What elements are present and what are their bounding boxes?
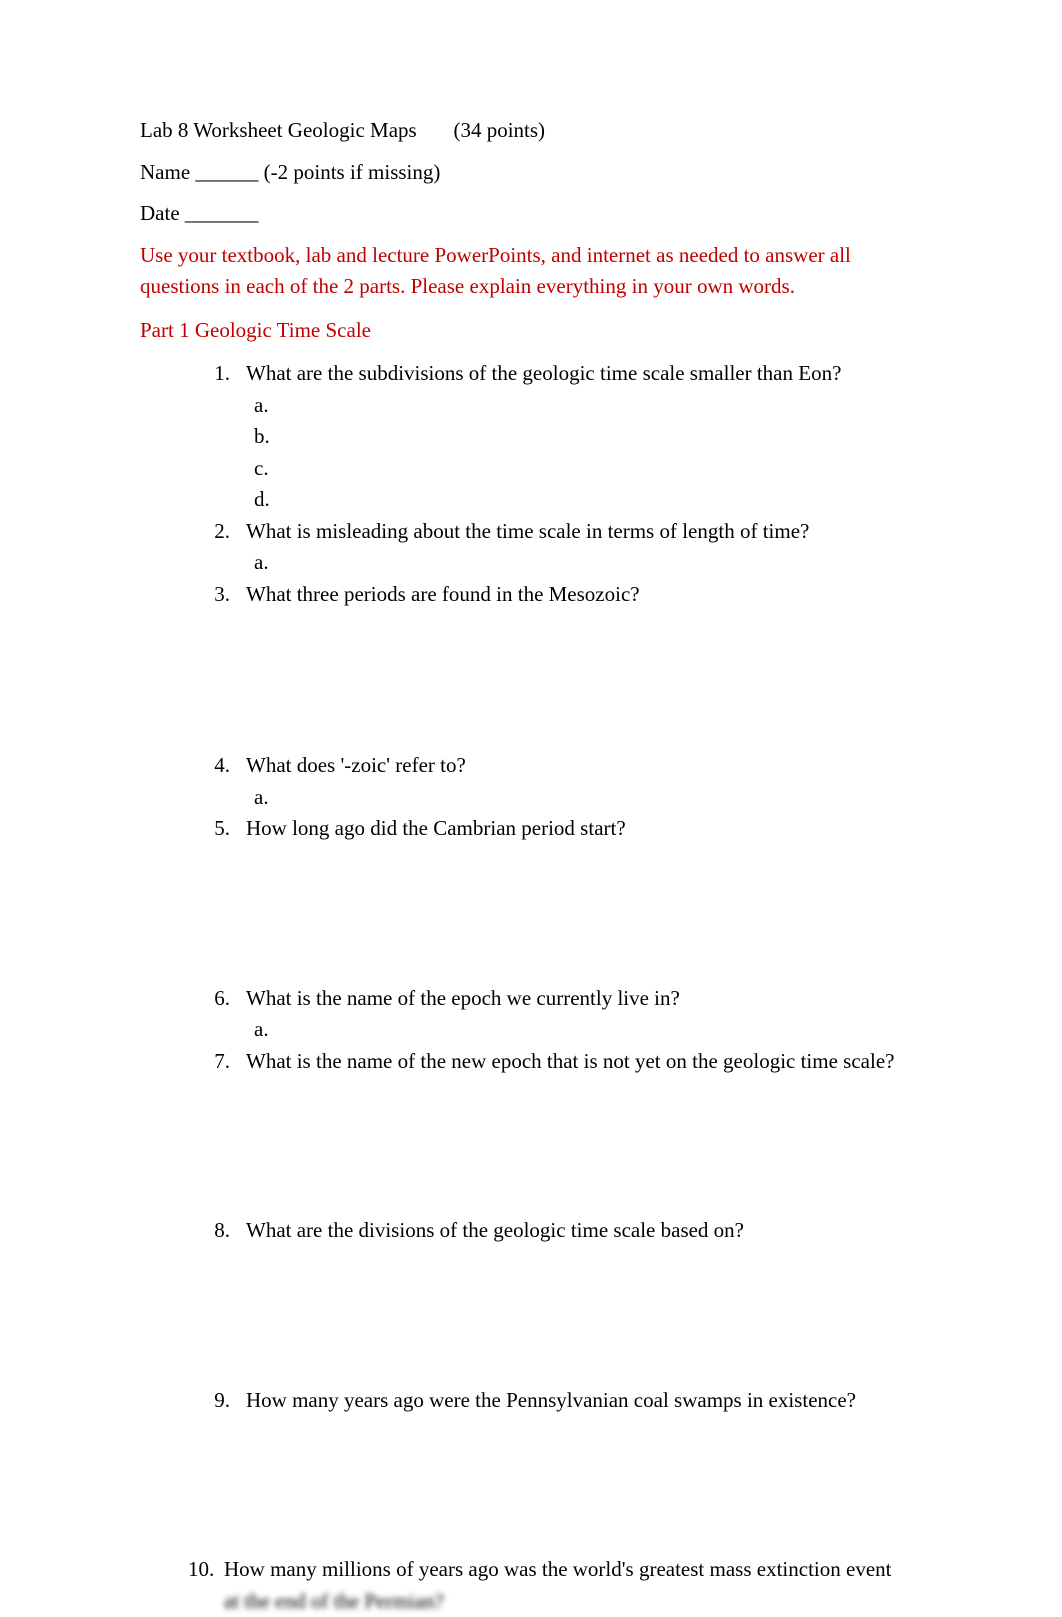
question-text-line1: How many millions of years ago was the w… (224, 1554, 891, 1586)
question-5: 5. How long ago did the Cambrian period … (210, 813, 922, 845)
question-4: 4. What does '-zoic' refer to? (210, 750, 922, 782)
question-number: 8. (210, 1215, 246, 1247)
question-6-subs: a. (210, 1014, 922, 1046)
sub-letter: a. (254, 1014, 283, 1046)
name-field-line: Name ______ (-2 points if missing) (140, 157, 922, 189)
part-1-title: Part 1 Geologic Time Scale (140, 315, 922, 347)
question-text: What is misleading about the time scale … (246, 516, 922, 548)
question-3: 3. What three periods are found in the M… (210, 579, 922, 611)
sub-letter: c. (254, 453, 283, 485)
date-label: Date _______ (140, 201, 258, 225)
question-10-line1: 10. How many millions of years ago was t… (188, 1554, 922, 1586)
question-text: How long ago did the Cambrian period sta… (246, 813, 922, 845)
question-number: 2. (210, 516, 246, 548)
worksheet-title: Lab 8 Worksheet Geologic Maps (34 points… (140, 115, 922, 147)
question-text: How many years ago were the Pennsylvania… (246, 1385, 922, 1417)
question-6: 6. What is the name of the epoch we curr… (210, 983, 922, 1015)
spacer (210, 845, 922, 983)
title-text: Lab 8 Worksheet Geologic Maps (140, 118, 417, 142)
question-text: What three periods are found in the Meso… (246, 579, 922, 611)
sub-item: a. (254, 782, 922, 814)
sub-letter: a. (254, 547, 283, 579)
question-number: 3. (210, 579, 246, 611)
spacer (210, 1247, 922, 1385)
date-field-line: Date _______ (140, 198, 922, 230)
question-number: 7. (210, 1046, 246, 1078)
question-number: 1. (210, 358, 246, 390)
sub-letter: b. (254, 421, 284, 453)
question-text: What are the subdivisions of the geologi… (246, 358, 922, 390)
question-2-subs: a. (210, 547, 922, 579)
question-1-subs: a. b. c. d. (210, 390, 922, 516)
question-number: 4. (210, 750, 246, 782)
question-4-subs: a. (210, 782, 922, 814)
question-number: 10. (188, 1554, 224, 1586)
sub-letter: a. (254, 390, 283, 422)
question-text: What is the name of the epoch we current… (246, 983, 922, 1015)
question-8: 8. What are the divisions of the geologi… (210, 1215, 922, 1247)
question-text: What does '-zoic' refer to? (246, 750, 922, 782)
sub-letter: d. (254, 484, 284, 516)
name-label: Name ______ (-2 points if missing) (140, 160, 440, 184)
sub-item: c. (254, 453, 922, 485)
sub-letter: a. (254, 782, 283, 814)
points-text: (34 points) (453, 118, 545, 142)
question-list: 1. What are the subdivisions of the geol… (140, 358, 922, 1554)
question-number: 6. (210, 983, 246, 1015)
question-text: What is the name of the new epoch that i… (246, 1046, 922, 1078)
spacer (210, 1416, 922, 1554)
instructions-text: Use your textbook, lab and lecture Power… (140, 240, 922, 303)
spacer (210, 610, 922, 750)
spacer (210, 1077, 922, 1215)
question-text-line2: at the end of the Permian? (188, 1586, 922, 1617)
question-10: 10. How many millions of years ago was t… (140, 1554, 922, 1617)
question-text: What are the divisions of the geologic t… (246, 1215, 922, 1247)
sub-item: d. (254, 484, 922, 516)
question-1: 1. What are the subdivisions of the geol… (210, 358, 922, 390)
question-7: 7. What is the name of the new epoch tha… (210, 1046, 922, 1078)
sub-item: b. (254, 421, 922, 453)
question-9: 9. How many years ago were the Pennsylva… (210, 1385, 922, 1417)
question-number: 9. (210, 1385, 246, 1417)
question-2: 2. What is misleading about the time sca… (210, 516, 922, 548)
sub-item: a. (254, 547, 922, 579)
sub-item: a. (254, 390, 922, 422)
question-number: 5. (210, 813, 246, 845)
sub-item: a. (254, 1014, 922, 1046)
